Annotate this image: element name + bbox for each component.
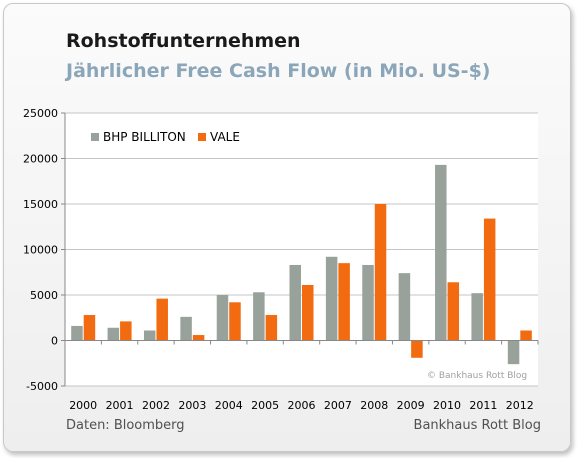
- x-tick-label: 2012: [506, 399, 534, 412]
- legend-swatch: [91, 133, 99, 141]
- y-tick-label: 0: [51, 335, 58, 348]
- bar-bhp-billiton-2010: [435, 164, 447, 341]
- bar-bhp-billiton-2007: [325, 256, 338, 341]
- y-tick-label: 10000: [23, 244, 58, 257]
- bar-vale-2009: [411, 340, 423, 358]
- bar-vale-2001: [120, 321, 132, 341]
- bar-bhp-billiton-2001: [107, 327, 120, 341]
- bar-bhp-billiton-2008: [362, 264, 374, 341]
- x-tick-label: 2000: [69, 399, 97, 412]
- bar-vale-2000: [83, 315, 96, 341]
- x-tick-label: 2002: [142, 399, 170, 412]
- x-tick-label: 2010: [433, 399, 461, 412]
- bar-vale-2003: [192, 335, 205, 341]
- bar-vale-2002: [156, 298, 168, 341]
- bar-vale-2011: [483, 218, 496, 341]
- bar-bhp-billiton-2003: [180, 316, 192, 341]
- legend-label: VALE: [210, 130, 240, 144]
- bar-vale-2008: [374, 204, 387, 341]
- bar-bhp-billiton-2009: [398, 273, 411, 341]
- x-tick-label: 2005: [251, 399, 279, 412]
- x-tick-label: 2003: [178, 399, 206, 412]
- chart-title: Rohstoffunternehmen: [66, 30, 301, 52]
- watermark: © Bankhaus Rott Blog: [427, 371, 527, 381]
- bar-bhp-billiton-2000: [71, 325, 83, 341]
- x-tick-label: 2001: [106, 399, 134, 412]
- source-note: Daten: Bloomberg: [66, 418, 185, 433]
- legend-swatch: [198, 133, 206, 141]
- y-tick-label: -5000: [26, 380, 58, 393]
- bar-vale-2006: [302, 284, 314, 341]
- y-tick-label: 15000: [23, 198, 58, 211]
- bar-vale-2007: [338, 263, 350, 341]
- bar-bhp-billiton-2004: [216, 295, 229, 341]
- bar-vale-2010: [447, 282, 460, 341]
- credit-note: Bankhaus Rott Blog: [413, 418, 541, 433]
- x-tick-label: 2004: [215, 399, 243, 412]
- x-tick-label: 2011: [469, 399, 497, 412]
- y-axis: -5000 0 5000 10000 15000 20000 25000: [23, 107, 66, 393]
- bar-bhp-billiton-2006: [289, 264, 301, 341]
- x-axis: 2000 2001 2002 2003 2004 2005 2006 2007 2008 2009…: [64, 340, 539, 412]
- x-tick-label: 2009: [397, 399, 425, 412]
- y-tick-label: 20000: [23, 153, 58, 166]
- chart-subtitle: Jährlicher Free Cash Flow (in Mio. US-$): [66, 60, 491, 82]
- bar-bhp-billiton-2011: [471, 293, 483, 341]
- x-tick-label: 2006: [288, 399, 316, 412]
- y-tick-label: 25000: [23, 107, 58, 120]
- bar-bhp-billiton-2002: [143, 330, 156, 341]
- legend-label: BHP BILLITON: [103, 130, 186, 144]
- x-tick-label: 2007: [324, 399, 352, 412]
- bar-vale-2004: [229, 302, 241, 341]
- bar-bhp-billiton-2012: [507, 340, 520, 365]
- y-tick-label: 5000: [30, 289, 58, 302]
- legend: BHP BILLITON VALE: [91, 130, 240, 144]
- bar-vale-2012: [520, 330, 532, 341]
- bar-bhp-billiton-2005: [253, 292, 265, 341]
- bars: [71, 164, 532, 365]
- x-tick-label: 2008: [360, 399, 388, 412]
- bar-vale-2005: [265, 315, 278, 341]
